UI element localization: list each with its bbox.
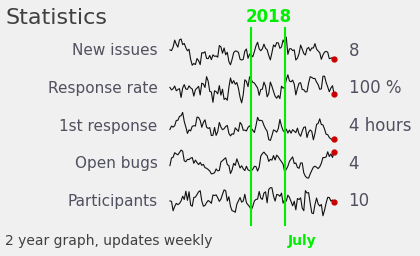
Text: 1st response: 1st response [59,119,158,134]
Text: 8: 8 [349,42,359,60]
Text: Statistics: Statistics [5,8,107,28]
Text: 10: 10 [349,192,370,210]
Text: 100 %: 100 % [349,79,401,98]
Text: 4 hours: 4 hours [349,117,411,135]
Text: 2018: 2018 [245,8,291,26]
Text: New issues: New issues [72,43,158,58]
Text: 4: 4 [349,155,359,173]
Text: Open bugs: Open bugs [75,156,158,171]
Text: July: July [288,234,316,248]
Text: 2 year graph, updates weekly: 2 year graph, updates weekly [5,234,213,248]
Text: Participants: Participants [67,194,158,209]
Text: Response rate: Response rate [47,81,158,96]
